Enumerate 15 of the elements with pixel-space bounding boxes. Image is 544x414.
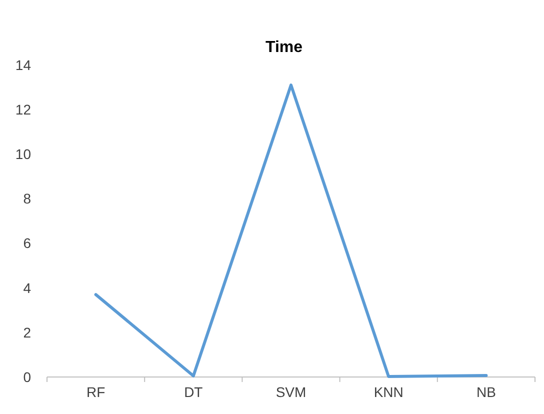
x-tick-label: RF bbox=[86, 384, 106, 400]
x-tick-label: SVM bbox=[276, 384, 306, 400]
x-tick-label: DT bbox=[184, 384, 204, 400]
y-tick-label: 4 bbox=[23, 280, 32, 296]
x-tick-label: KNN bbox=[374, 384, 404, 400]
x-tick-label: NB bbox=[476, 384, 496, 400]
y-tick-label: 8 bbox=[23, 190, 32, 207]
y-tick-label: 14 bbox=[15, 56, 32, 73]
y-tick-label: 12 bbox=[15, 101, 32, 118]
y-tick-label: 10 bbox=[15, 146, 32, 162]
chart-title: Time bbox=[265, 39, 303, 56]
y-tick-label: 2 bbox=[23, 324, 32, 340]
y-tick-label: 6 bbox=[23, 235, 32, 252]
line-series bbox=[94, 84, 488, 378]
y-tick-label: 0 bbox=[23, 368, 32, 385]
